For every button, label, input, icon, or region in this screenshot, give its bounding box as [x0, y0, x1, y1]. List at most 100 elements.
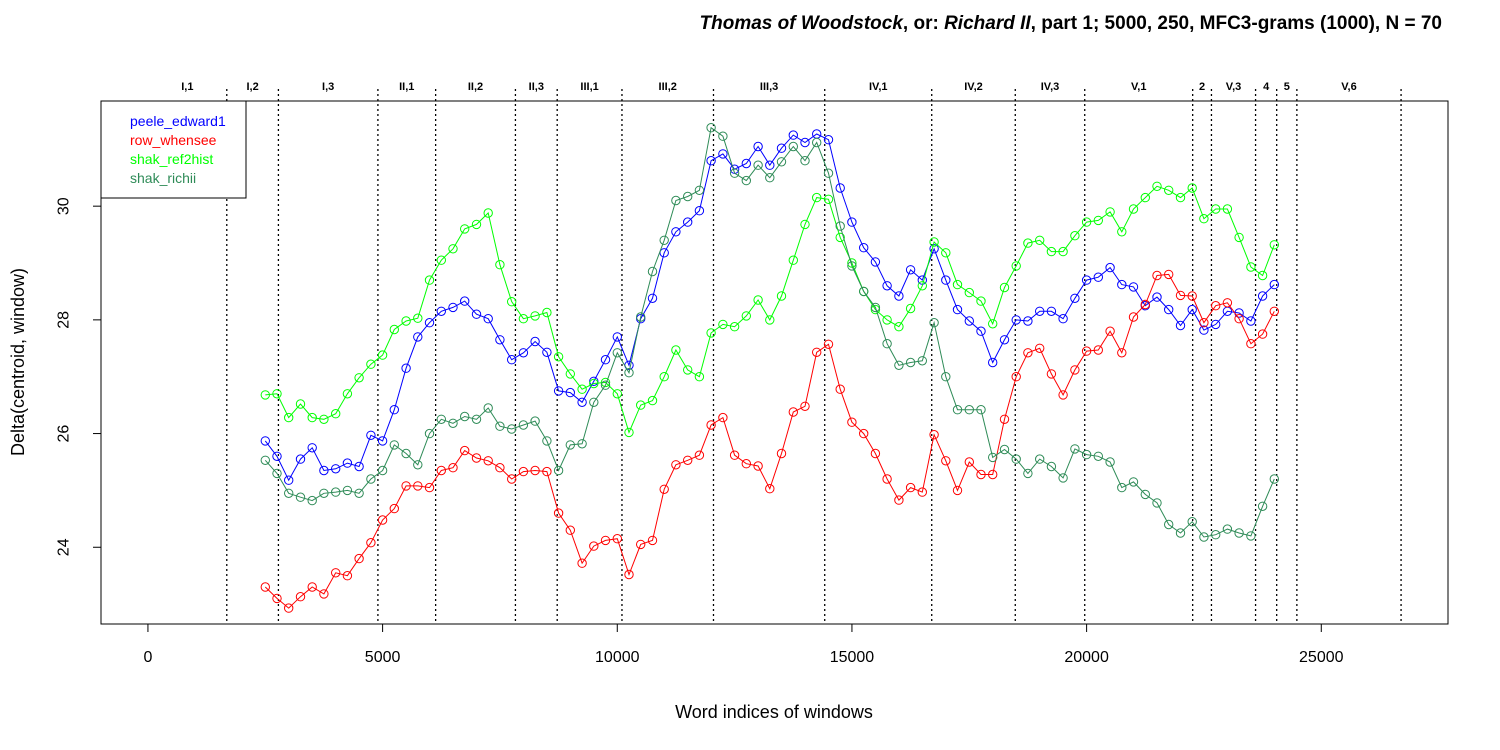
- data-point: [835, 221, 845, 231]
- data-point: [917, 487, 927, 497]
- data-point: [542, 347, 552, 357]
- data-point: [659, 484, 669, 494]
- data-point: [859, 286, 869, 297]
- series-line: [264, 133, 1275, 482]
- data-point: [1058, 246, 1068, 257]
- data-point: [1093, 215, 1104, 226]
- data-point: [1023, 238, 1033, 248]
- data-point: [659, 235, 669, 246]
- data-point: [706, 420, 716, 430]
- data-point: [260, 455, 270, 465]
- data-point: [1211, 301, 1221, 311]
- x-tick-label: 25000: [1299, 649, 1344, 666]
- section-label: I,1: [181, 81, 193, 93]
- data-point: [319, 488, 329, 498]
- data-point: [507, 297, 517, 307]
- data-point: [753, 160, 763, 170]
- data-point: [389, 503, 399, 514]
- data-point: [1058, 314, 1068, 324]
- data-point: [413, 313, 423, 323]
- data-point: [507, 474, 517, 484]
- data-point: [1152, 181, 1162, 192]
- x-axis: 0 5000 10000 15000 20000 25000: [143, 624, 1344, 666]
- data-point: [976, 296, 986, 306]
- data-point: [331, 487, 341, 497]
- data-point: [671, 195, 681, 206]
- data-point: [507, 355, 517, 365]
- data-point: [1211, 530, 1221, 540]
- data-point: [354, 461, 364, 472]
- data-point: [553, 352, 564, 362]
- data-point: [1070, 231, 1080, 241]
- data-point: [436, 306, 446, 316]
- data-point: [1164, 185, 1174, 196]
- data-point: [647, 535, 658, 546]
- chart-title: Thomas of Woodstock, or: Richard II, par…: [700, 13, 1442, 34]
- section-label: V,1: [1131, 81, 1147, 93]
- data-point: [765, 160, 775, 170]
- data-point: [823, 135, 834, 145]
- data-point: [413, 460, 423, 470]
- data-point: [800, 401, 810, 411]
- data-point: [1023, 468, 1033, 479]
- data-point: [1046, 369, 1057, 379]
- data-point: [964, 316, 974, 326]
- data-point: [647, 266, 658, 277]
- data-point: [1187, 517, 1197, 527]
- data-point: [424, 482, 435, 493]
- data-point: [1117, 482, 1127, 493]
- data-point: [600, 377, 611, 388]
- x-tick-label: 0: [143, 649, 152, 666]
- data-point: [1187, 183, 1197, 193]
- data-point: [448, 418, 458, 428]
- data-point: [1058, 473, 1068, 483]
- data-point: [1199, 214, 1209, 224]
- data-point: [483, 456, 493, 466]
- data-point: [823, 168, 834, 178]
- data-point: [718, 412, 728, 423]
- section-label: IV,1: [869, 81, 888, 93]
- data-point: [1175, 192, 1186, 203]
- data-point: [1035, 306, 1045, 316]
- data-point: [847, 261, 857, 271]
- data-point: [495, 335, 505, 345]
- data-point: [988, 469, 998, 480]
- data-point: [929, 244, 939, 254]
- data-point: [1164, 519, 1174, 530]
- legend-entry: shak_ref2hist: [130, 151, 213, 167]
- section-label: II,1: [399, 81, 414, 93]
- data-point: [882, 339, 892, 349]
- data-point: [1035, 235, 1045, 246]
- data-point: [952, 304, 963, 315]
- data-point: [260, 436, 270, 446]
- data-point: [1269, 474, 1280, 484]
- data-point: [1234, 528, 1244, 538]
- data-point: [1128, 282, 1139, 292]
- data-point: [518, 420, 529, 430]
- data-point: [553, 386, 564, 396]
- data-point: [741, 175, 751, 186]
- data-point: [542, 307, 552, 318]
- data-point: [905, 303, 916, 314]
- data-point: [436, 255, 446, 265]
- data-point: [964, 287, 974, 298]
- data-point: [776, 157, 787, 167]
- data-point: [366, 430, 376, 440]
- y-tick-label: 28: [56, 311, 73, 329]
- data-point: [1140, 192, 1151, 203]
- data-point: [331, 568, 341, 578]
- data-point: [859, 428, 869, 439]
- data-point: [694, 185, 705, 196]
- data-point: [295, 592, 306, 602]
- data-point: [941, 456, 951, 466]
- data-point: [753, 461, 763, 471]
- data-point: [1140, 489, 1151, 500]
- data-point: [706, 156, 716, 166]
- data-point: [917, 281, 927, 291]
- data-point: [460, 224, 470, 234]
- data-point: [1011, 261, 1021, 271]
- data-point: [307, 412, 317, 423]
- data-point: [342, 389, 353, 399]
- data-point: [718, 149, 728, 159]
- section-divider-lines: [226, 89, 1402, 624]
